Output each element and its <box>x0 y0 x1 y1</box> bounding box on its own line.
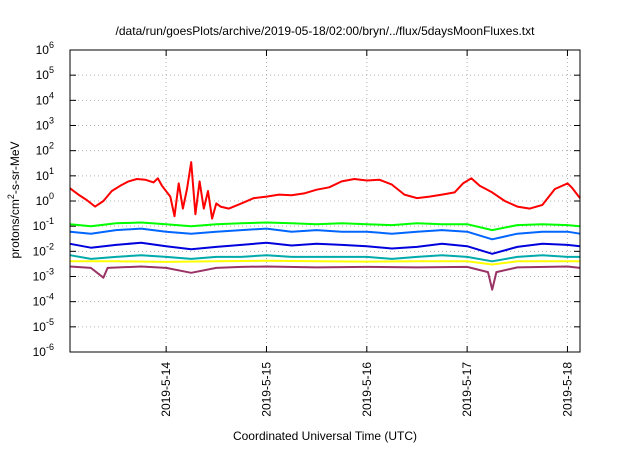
series-line-1 <box>69 161 581 220</box>
y-tick-label: 10-5 <box>33 317 54 334</box>
series-line-3 <box>69 227 581 241</box>
y-tick-label: 102 <box>36 141 54 158</box>
y-tick-label: 10-2 <box>33 241 54 258</box>
y-tick-label: 10-6 <box>33 342 54 359</box>
x-tick-label: 2019-5-18 <box>560 362 574 417</box>
grid <box>70 50 580 352</box>
series-lines <box>69 161 581 291</box>
y-axis-label: protons/cm2-s-sr-MeV <box>6 141 22 258</box>
x-tick-label: 2019-5-17 <box>460 362 474 417</box>
series-line-7 <box>69 265 581 291</box>
y-tick-label: 105 <box>36 65 54 82</box>
y-tick-label: 10-3 <box>33 267 54 284</box>
x-tick-label: 2019-5-16 <box>360 362 374 417</box>
y-tick-label: 10-1 <box>33 216 54 233</box>
chart-title: /data/run/goesPlots/archive/2019-05-18/0… <box>116 24 536 38</box>
x-tick-label: 2019-5-15 <box>259 362 273 417</box>
y-tick-label: 100 <box>36 191 54 208</box>
series-line-5 <box>69 254 580 263</box>
series-line-6 <box>70 259 580 266</box>
x-tick-label: 2019-5-14 <box>159 362 173 417</box>
y-tick-label: 104 <box>36 90 54 107</box>
y-tick-label: 101 <box>36 166 54 183</box>
y-tick-label: 10-4 <box>33 292 54 309</box>
series-line-4 <box>69 241 581 255</box>
series-line-2 <box>69 221 581 232</box>
axis-ticks: 10-6 10-5 10-4 10-3 10-2 10-1 100 101 102 103 104 1… <box>33 40 580 417</box>
y-tick-label: 103 <box>36 116 54 133</box>
plot-frame <box>69 49 581 353</box>
x-axis-label: Coordinated Universal Time (UTC) <box>233 429 417 443</box>
y-tick-label: 106 <box>36 40 54 57</box>
